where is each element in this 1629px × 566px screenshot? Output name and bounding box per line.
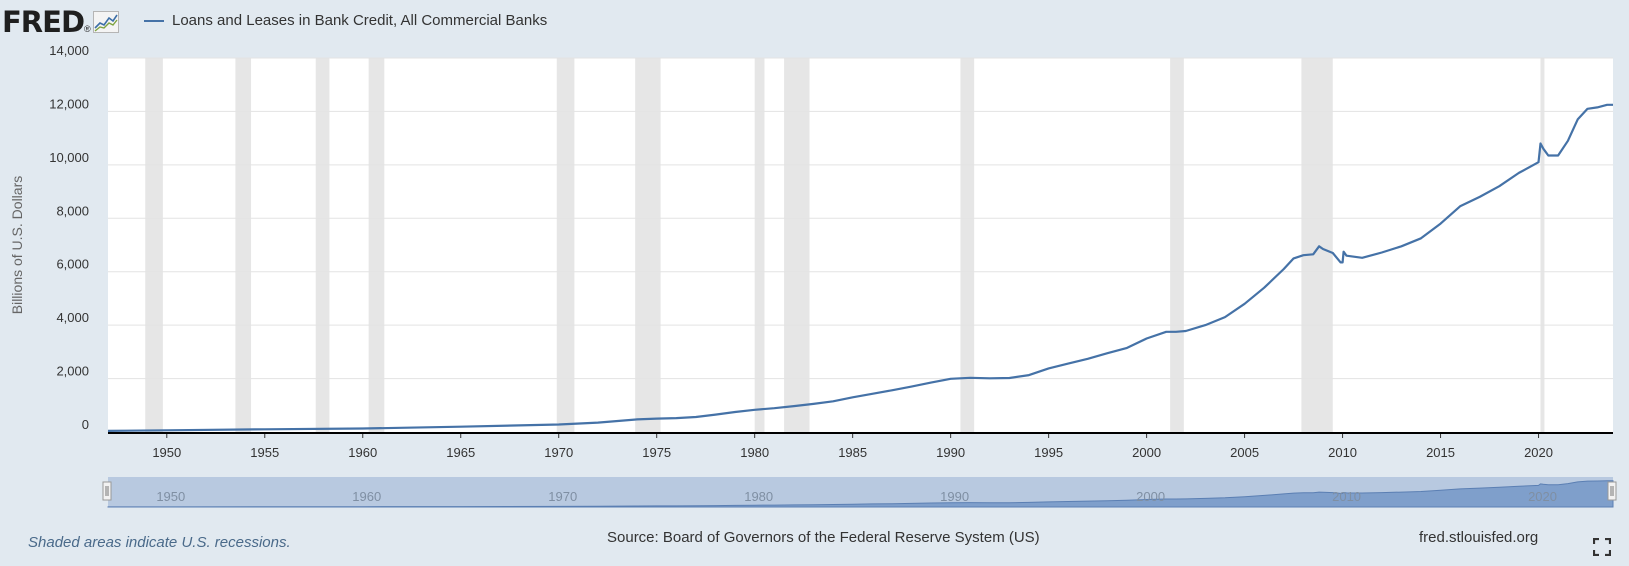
x-tick-label: 1960	[348, 445, 377, 460]
navigator-tick-label: 1950	[156, 489, 185, 504]
recession-band	[1301, 58, 1333, 432]
x-tick-label: 2010	[1328, 445, 1357, 460]
navigator-tick-label: 1990	[940, 489, 969, 504]
recession-band	[145, 58, 163, 432]
plot-area	[108, 58, 1613, 432]
source-text: Source: Board of Governors of the Federa…	[607, 529, 1040, 546]
x-tick-label: 1980	[740, 445, 769, 460]
recession-band	[556, 58, 575, 432]
navigator-tick-label: 2010	[1332, 489, 1361, 504]
recession-note: Shaded areas indicate U.S. recessions.	[28, 534, 291, 551]
y-tick-label: 2,000	[56, 364, 89, 379]
navigator-tick-label: 2000	[1136, 489, 1165, 504]
recession-band	[1170, 58, 1184, 432]
navigator-ticks: 1950 1960 1970 1980 1990 2000 2010 2020	[156, 489, 1557, 504]
registered-mark: ®	[84, 24, 91, 34]
x-tick-label: 1995	[1034, 445, 1063, 460]
x-tick-label: 1950	[152, 445, 181, 460]
fullscreen-icon[interactable]	[1593, 538, 1611, 556]
recession-band	[635, 58, 661, 432]
navigator-tick-label: 1970	[548, 489, 577, 504]
recession-band	[1540, 58, 1545, 432]
x-tick-label: 1955	[250, 445, 279, 460]
series-line	[107, 103, 1613, 432]
recession-bands	[145, 58, 1545, 432]
grid-lines	[108, 57, 1613, 380]
chart-legend[interactable]: Loans and Leases in Bank Credit, All Com…	[144, 12, 547, 29]
x-tick-label: 2015	[1426, 445, 1455, 460]
x-tick-label: 1975	[642, 445, 671, 460]
recession-band	[784, 58, 810, 432]
fred-logo[interactable]: FRED ®	[2, 4, 119, 40]
y-tick-label: 6,000	[56, 257, 89, 272]
x-tick-label: 1990	[936, 445, 965, 460]
y-tick-label: 4,000	[56, 310, 89, 325]
y-tick-label: 0	[82, 417, 89, 432]
legend-series-name: Loans and Leases in Bank Credit, All Com…	[172, 12, 548, 29]
x-axis-ticks: 1950 1955 1960 1965 1970 1975 1980 1985 1990 1995…	[152, 433, 1553, 460]
navigator-tick-label: 1960	[352, 489, 381, 504]
y-tick-label: 14,000	[49, 43, 89, 58]
recession-band	[960, 58, 975, 432]
y-tick-label: 10,000	[49, 150, 89, 165]
navigator-right-handle[interactable]	[1607, 481, 1617, 501]
x-tick-label: 2000	[1132, 445, 1161, 460]
navigator-left-handle[interactable]	[102, 481, 112, 501]
navigator-area	[107, 480, 1614, 508]
range-navigator[interactable]: 1950 1960 1970 1980 1990 2000 2010 2020	[102, 477, 1617, 508]
recession-band	[368, 58, 385, 432]
navigator-tick-label: 1980	[744, 489, 773, 504]
recession-band	[315, 58, 330, 432]
x-tick-label: 1965	[446, 445, 475, 460]
x-tick-label: 2020	[1524, 445, 1553, 460]
recession-band	[754, 58, 765, 432]
y-tick-label: 8,000	[56, 203, 89, 218]
fred-graph-icon	[92, 11, 119, 33]
x-tick-label: 1985	[838, 445, 867, 460]
x-tick-label: 1970	[544, 445, 573, 460]
x-tick-label: 2005	[1230, 445, 1259, 460]
y-axis-label: Billions of U.S. Dollars	[9, 176, 25, 315]
recession-band	[235, 58, 252, 432]
navigator-tick-label: 2020	[1528, 489, 1557, 504]
legend-swatch	[144, 19, 164, 22]
y-axis-ticks: 0 2,000 4,000 6,000 8,000 10,000 12,000 14,000	[49, 43, 89, 432]
site-link[interactable]: fred.stlouisfed.org	[1419, 529, 1539, 546]
y-tick-label: 12,000	[49, 96, 89, 111]
logo-text: FRED	[2, 5, 85, 39]
